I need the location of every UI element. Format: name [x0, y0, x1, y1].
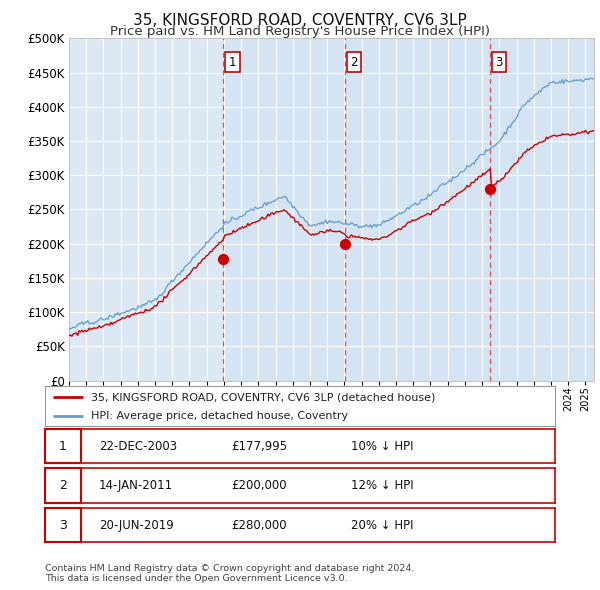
- Text: 2: 2: [59, 479, 67, 492]
- Text: Contains HM Land Registry data © Crown copyright and database right 2024.
This d: Contains HM Land Registry data © Crown c…: [45, 563, 415, 583]
- Text: £177,995: £177,995: [231, 440, 287, 453]
- Text: 14-JAN-2011: 14-JAN-2011: [99, 479, 173, 492]
- Bar: [345, 38, 490, 381]
- Text: 35, KINGSFORD ROAD, COVENTRY, CV6 3LP: 35, KINGSFORD ROAD, COVENTRY, CV6 3LP: [133, 13, 467, 28]
- Text: 1: 1: [59, 440, 67, 453]
- Text: 3: 3: [496, 56, 503, 69]
- Point: [340, 239, 350, 248]
- Text: 3: 3: [59, 519, 67, 532]
- Point: [485, 184, 495, 194]
- Text: £200,000: £200,000: [231, 479, 287, 492]
- Text: 20-JUN-2019: 20-JUN-2019: [99, 519, 174, 532]
- Text: 10% ↓ HPI: 10% ↓ HPI: [351, 440, 413, 453]
- Text: Price paid vs. HM Land Registry's House Price Index (HPI): Price paid vs. HM Land Registry's House …: [110, 25, 490, 38]
- Text: 20% ↓ HPI: 20% ↓ HPI: [351, 519, 413, 532]
- Bar: [223, 38, 345, 381]
- Text: 35, KINGSFORD ROAD, COVENTRY, CV6 3LP (detached house): 35, KINGSFORD ROAD, COVENTRY, CV6 3LP (d…: [91, 392, 435, 402]
- Bar: [490, 38, 594, 381]
- Text: £280,000: £280,000: [231, 519, 287, 532]
- Text: 22-DEC-2003: 22-DEC-2003: [99, 440, 177, 453]
- Text: 1: 1: [229, 56, 236, 69]
- Text: 12% ↓ HPI: 12% ↓ HPI: [351, 479, 413, 492]
- Text: HPI: Average price, detached house, Coventry: HPI: Average price, detached house, Cove…: [91, 411, 348, 421]
- Text: 2: 2: [350, 56, 358, 69]
- Point: [218, 254, 228, 264]
